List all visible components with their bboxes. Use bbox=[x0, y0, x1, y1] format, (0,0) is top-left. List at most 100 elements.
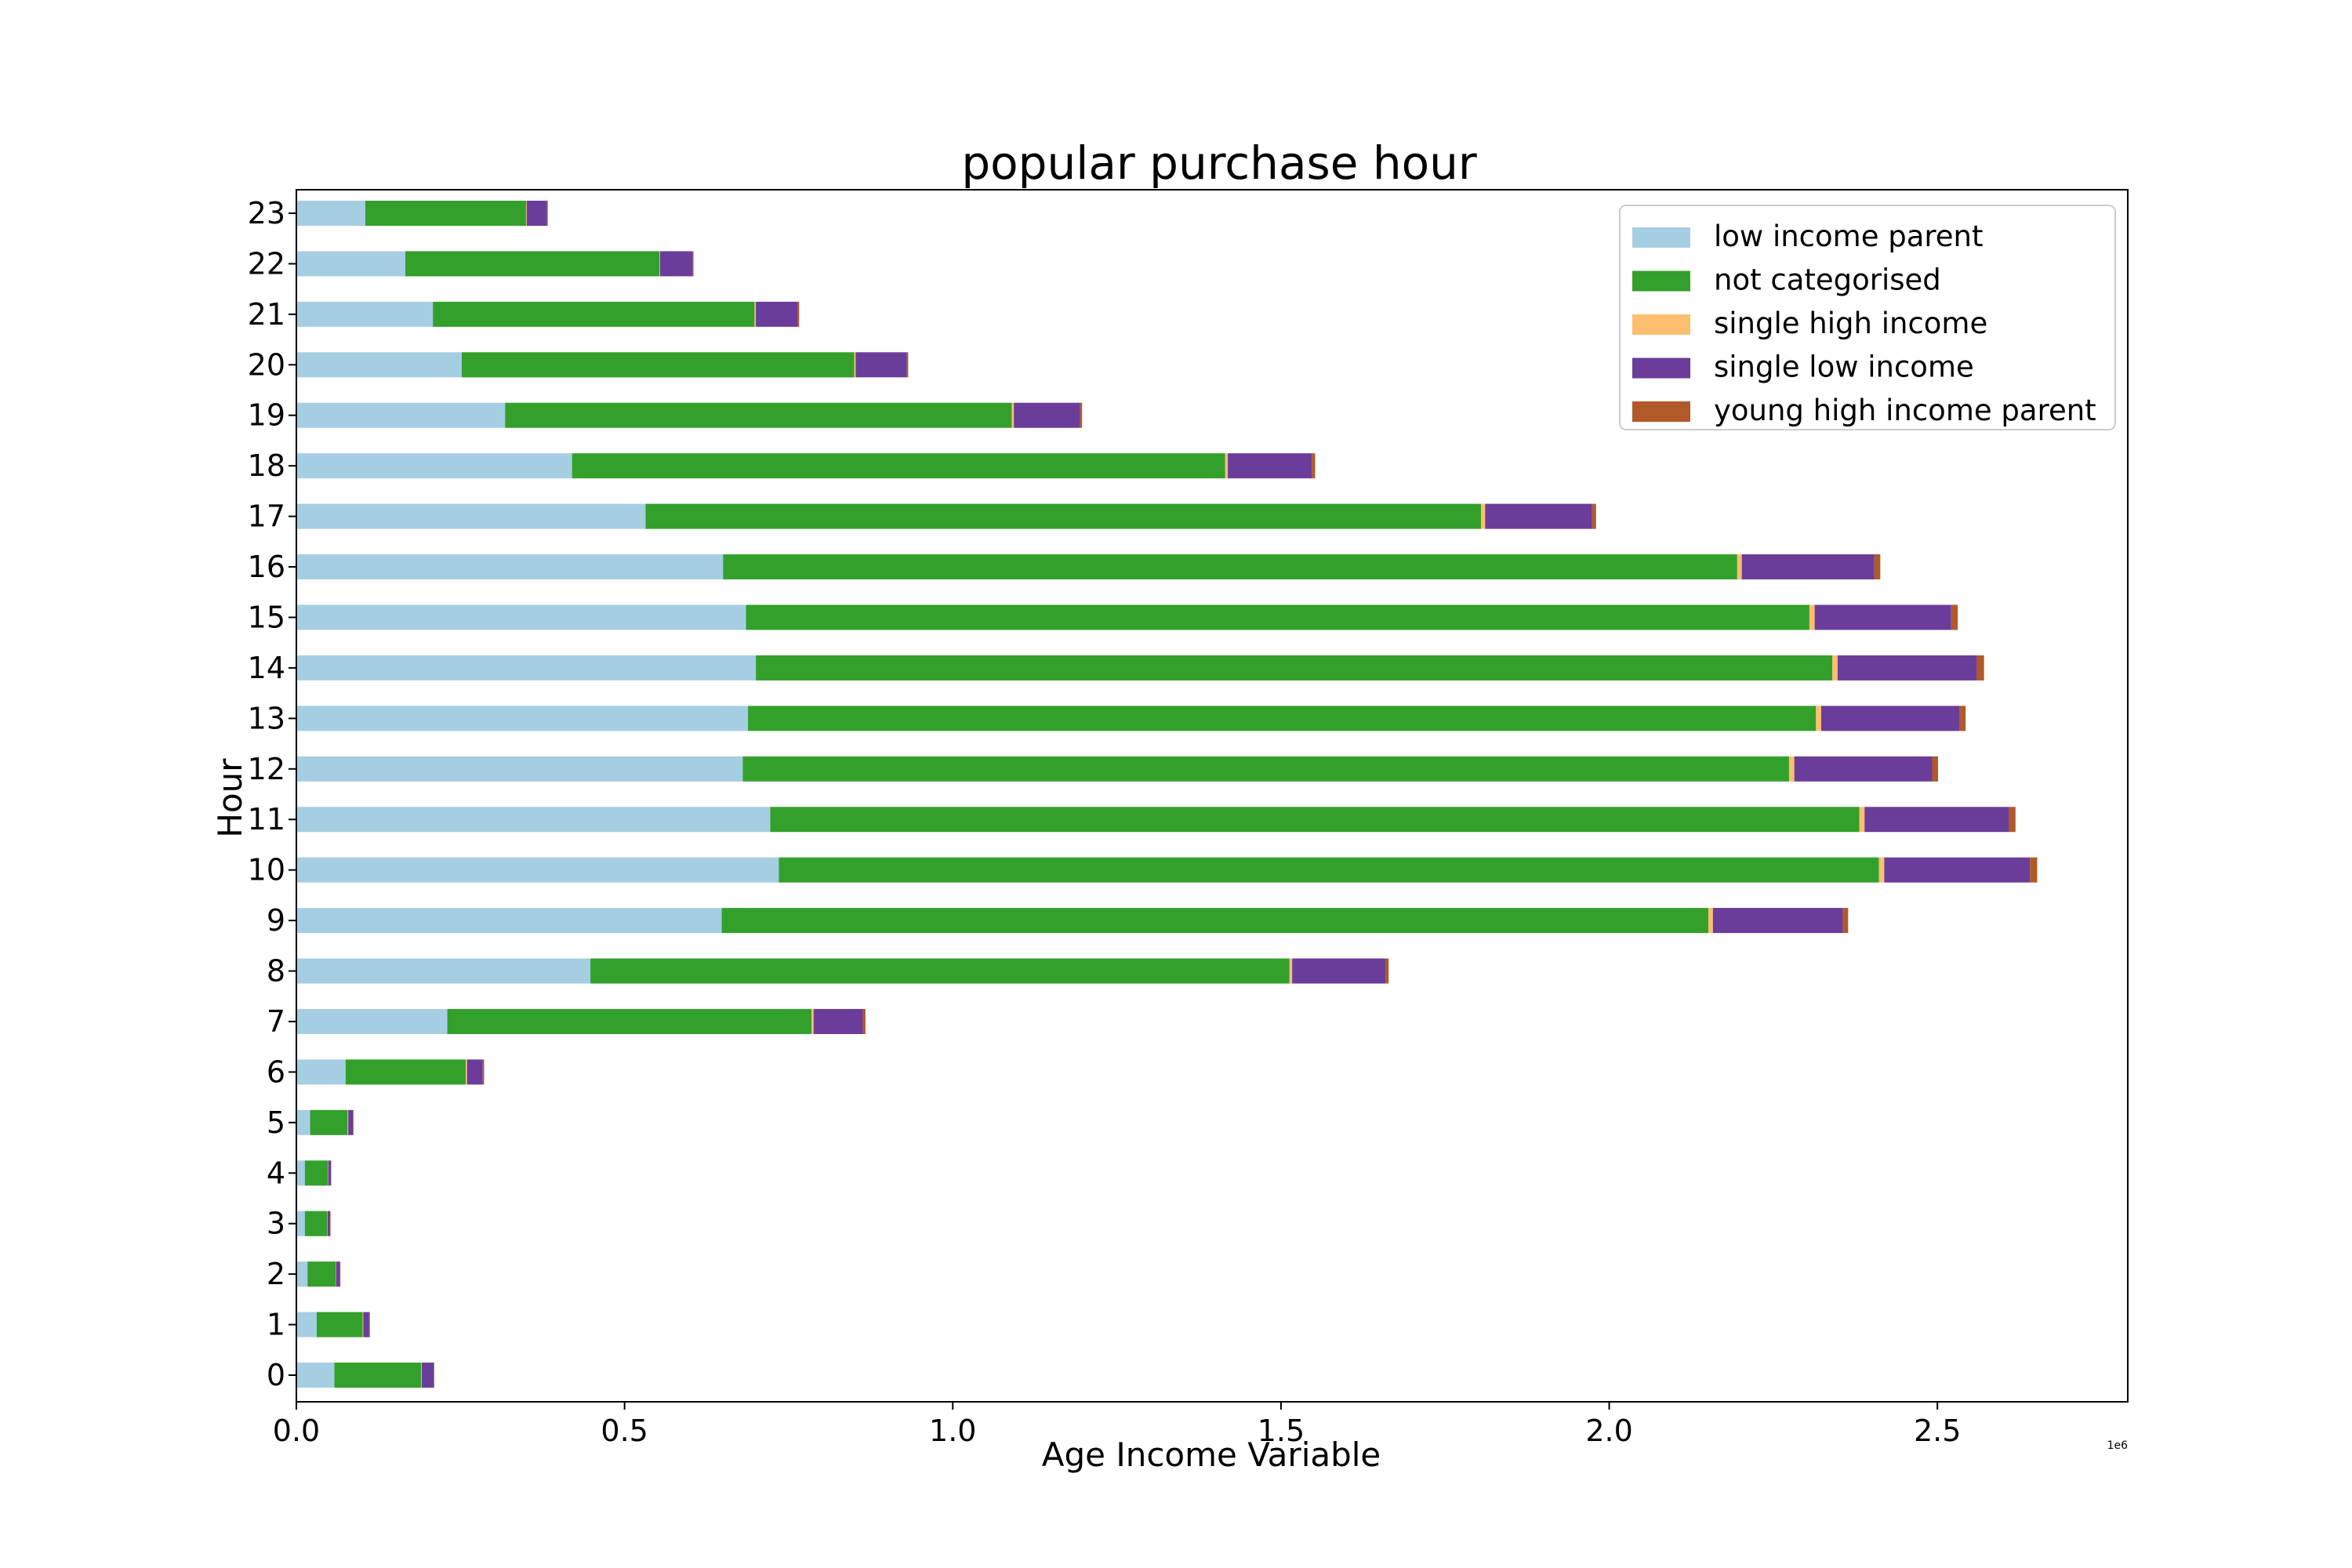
bar-hour-17-series-4 bbox=[1592, 503, 1596, 529]
x-axis: 0.0 0.5 1.0 1.5 2.0 2.5 bbox=[273, 1402, 1961, 1448]
legend-label: low income parent bbox=[1714, 220, 1984, 253]
y-tick-label: 17 bbox=[248, 499, 285, 534]
y-tick-label: 18 bbox=[248, 448, 285, 483]
bar-hour-4-series-3 bbox=[328, 1160, 331, 1186]
bar-hour-20-series-0 bbox=[296, 352, 462, 378]
bar-hour-5-series-2 bbox=[347, 1109, 349, 1135]
bar-hour-9-series-0 bbox=[296, 908, 722, 934]
bar-hour-13-series-3 bbox=[1820, 706, 1960, 731]
bar-hour-17-series-3 bbox=[1485, 503, 1592, 529]
bar-hour-15-series-2 bbox=[1809, 604, 1815, 630]
bar-hour-23-series-2 bbox=[526, 201, 527, 226]
y-tick-label: 11 bbox=[248, 802, 285, 837]
bar-hour-1-series-3 bbox=[363, 1312, 369, 1338]
bar-hour-18-series-2 bbox=[1225, 453, 1229, 479]
bar-hour-22-series-0 bbox=[296, 251, 405, 277]
legend-label: not categorised bbox=[1714, 263, 1941, 297]
y-tick-label: 16 bbox=[248, 550, 285, 584]
y-tick-label: 22 bbox=[248, 246, 285, 281]
legend-label: single low income bbox=[1714, 350, 1974, 384]
legend-box bbox=[1619, 205, 2116, 430]
y-tick-label: 15 bbox=[248, 600, 285, 634]
bar-hour-12-series-0 bbox=[296, 756, 743, 782]
bar-hour-13-series-0 bbox=[296, 706, 749, 731]
bar-hour-7-series-4 bbox=[862, 1008, 866, 1034]
bar-hour-17-series-0 bbox=[296, 503, 646, 529]
bars bbox=[296, 201, 2038, 1388]
y-axis-label: Hour bbox=[211, 758, 249, 838]
legend-label: single high income bbox=[1714, 307, 1987, 340]
bar-hour-14-series-1 bbox=[756, 655, 1833, 681]
y-tick-label: 23 bbox=[248, 196, 285, 230]
bar-hour-10-series-4 bbox=[2030, 857, 2038, 883]
bar-hour-19-series-2 bbox=[1011, 402, 1014, 428]
legend: low income parent not categorised single h… bbox=[1619, 205, 2116, 430]
x-tick-label: 0.0 bbox=[273, 1414, 320, 1448]
bar-hour-23-series-3 bbox=[526, 201, 547, 226]
bar-hour-13-series-4 bbox=[1959, 706, 1966, 731]
bar-hour-10-series-2 bbox=[1878, 857, 1885, 883]
bar-hour-13-series-1 bbox=[748, 706, 1817, 731]
bar-hour-12-series-2 bbox=[1788, 756, 1795, 782]
y-tick-label: 7 bbox=[267, 1004, 285, 1039]
legend-swatch bbox=[1632, 227, 1690, 248]
bar-hour-7-series-3 bbox=[813, 1008, 863, 1034]
bar-hour-9-series-2 bbox=[1708, 908, 1713, 934]
bar-hour-12-series-3 bbox=[1794, 756, 1933, 782]
bar-hour-8-series-1 bbox=[590, 958, 1290, 984]
bar-hour-0-series-1 bbox=[334, 1363, 422, 1388]
y-tick-label: 21 bbox=[248, 297, 285, 332]
bar-hour-18-series-4 bbox=[1312, 453, 1316, 479]
bar-hour-4-series-0 bbox=[296, 1160, 305, 1186]
bar-hour-20-series-3 bbox=[855, 352, 907, 378]
bar-hour-11-series-0 bbox=[296, 807, 771, 833]
y-tick-label: 14 bbox=[248, 651, 285, 685]
x-tick-label: 1.5 bbox=[1258, 1414, 1305, 1448]
y-tick-label: 12 bbox=[248, 752, 285, 786]
plot-frame bbox=[296, 189, 2129, 1403]
bar-hour-23-series-4 bbox=[546, 201, 548, 226]
bar-hour-23-series-0 bbox=[296, 201, 365, 226]
bar-hour-10-series-3 bbox=[1884, 857, 2031, 883]
legend-swatch bbox=[1632, 314, 1690, 335]
bar-hour-22-series-3 bbox=[659, 251, 693, 277]
bar-hour-11-series-2 bbox=[1859, 807, 1865, 833]
bar-hour-21-series-2 bbox=[754, 301, 757, 327]
bar-hour-12-series-1 bbox=[742, 756, 1789, 782]
bar-hour-21-series-0 bbox=[296, 301, 434, 327]
bar-hour-14-series-3 bbox=[1837, 655, 1977, 681]
x-tick-label: 2.5 bbox=[1914, 1414, 1961, 1448]
y-tick-label: 0 bbox=[267, 1358, 285, 1392]
bar-hour-3-series-4 bbox=[330, 1210, 331, 1236]
bar-hour-13-series-2 bbox=[1816, 706, 1821, 731]
bar-hour-22-series-4 bbox=[692, 251, 694, 277]
bar-hour-18-series-1 bbox=[572, 453, 1225, 479]
bar-hour-3-series-1 bbox=[304, 1210, 328, 1236]
bar-hour-5-series-1 bbox=[310, 1109, 348, 1135]
bar-hour-15-series-4 bbox=[1951, 604, 1958, 630]
bar-hour-0-series-2 bbox=[421, 1363, 422, 1388]
bar-hour-9-series-1 bbox=[721, 908, 1708, 934]
bar-hour-18-series-0 bbox=[296, 453, 572, 479]
bar-hour-6-series-2 bbox=[466, 1059, 467, 1085]
x-tick-label: 1.0 bbox=[929, 1414, 976, 1448]
y-tick-label: 4 bbox=[267, 1156, 285, 1190]
bar-hour-18-series-3 bbox=[1228, 453, 1312, 479]
bar-hour-5-series-3 bbox=[348, 1109, 354, 1135]
legend-swatch bbox=[1632, 358, 1690, 379]
chart-title: popular purchase hour bbox=[961, 136, 1476, 190]
bar-hour-19-series-4 bbox=[1080, 402, 1083, 428]
bar-hour-7-series-1 bbox=[447, 1008, 812, 1034]
bar-hour-0-series-0 bbox=[296, 1363, 335, 1388]
y-tick-label: 10 bbox=[248, 853, 285, 887]
legend-swatch bbox=[1632, 270, 1690, 292]
bar-hour-22-series-2 bbox=[659, 251, 660, 277]
bar-hour-4-series-4 bbox=[330, 1160, 332, 1186]
bar-hour-9-series-3 bbox=[1712, 908, 1843, 934]
bar-hour-6-series-4 bbox=[482, 1059, 485, 1085]
bar-hour-2-series-3 bbox=[336, 1261, 340, 1287]
y-tick-label: 1 bbox=[267, 1308, 285, 1342]
bar-hour-12-series-4 bbox=[1932, 756, 1939, 782]
